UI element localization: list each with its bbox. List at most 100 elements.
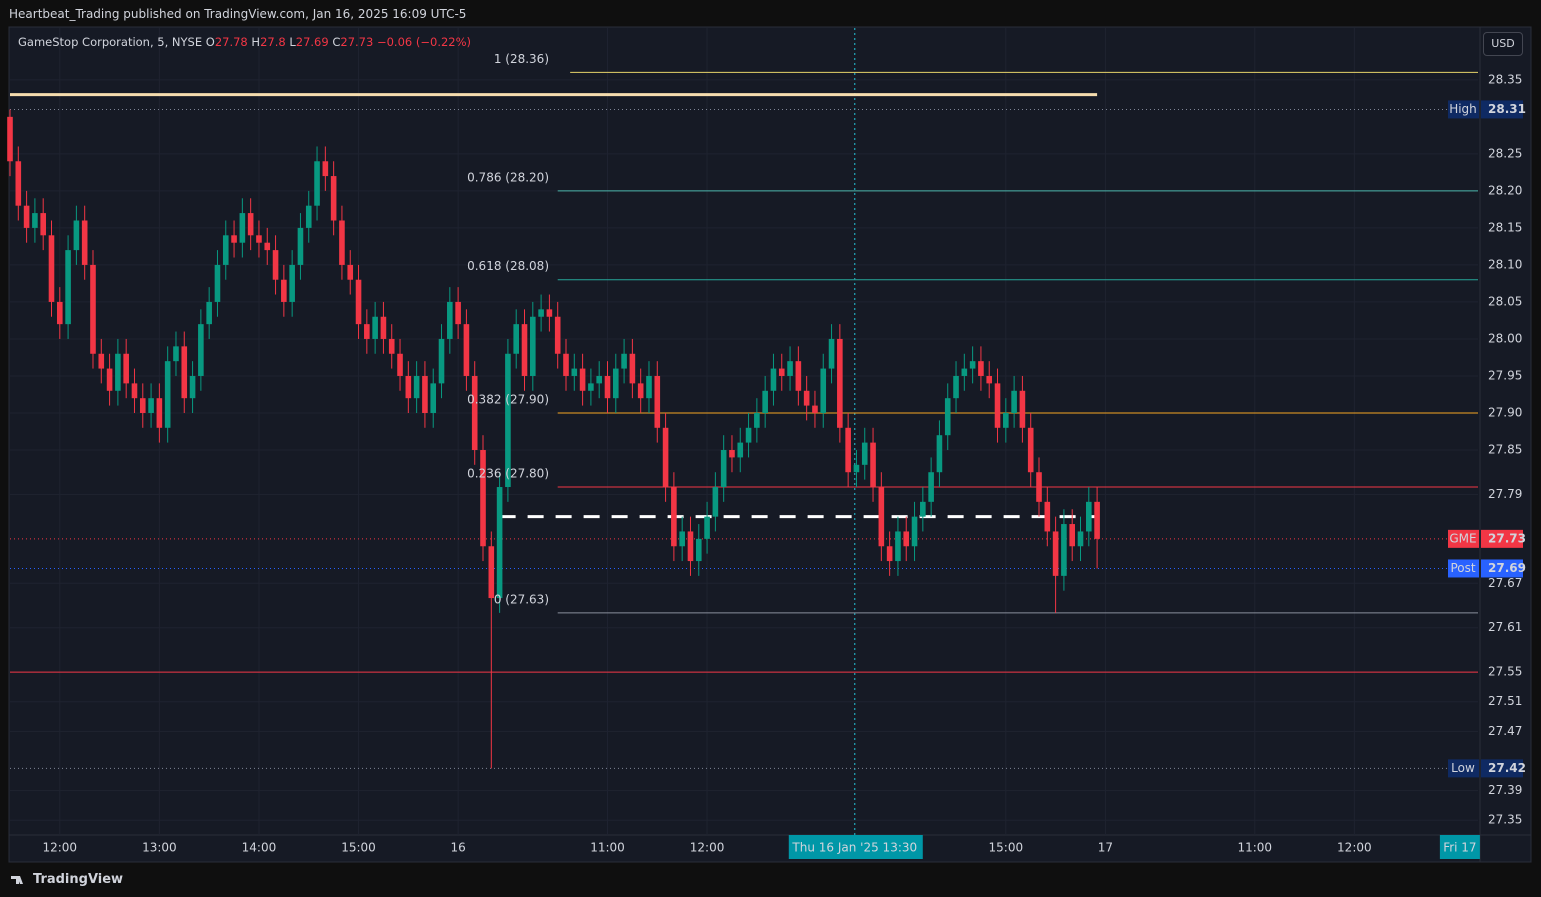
price-marker-tag-label: Post	[1450, 561, 1475, 575]
candle-body	[463, 324, 470, 376]
candle-body	[762, 390, 768, 413]
candle-body	[139, 398, 146, 413]
ohlc-letter: O	[205, 35, 215, 49]
candle-body	[895, 531, 901, 562]
candle-body	[563, 353, 569, 376]
price-marker-tag-label: High	[1449, 102, 1477, 116]
candle-body	[612, 368, 619, 399]
candle-body	[928, 472, 934, 502]
y-tick-label: 28.15	[1488, 220, 1522, 234]
candle-body	[953, 375, 959, 399]
candle-body	[397, 353, 403, 376]
y-tick-label: 28.25	[1488, 146, 1522, 160]
candle-body	[123, 353, 129, 384]
currency-button[interactable]: USD	[1483, 32, 1523, 56]
candle-body	[355, 279, 362, 325]
candle-body	[438, 338, 445, 384]
y-tick-label: 28.20	[1488, 183, 1522, 197]
x-tick-label: 14:00	[242, 841, 277, 855]
candle-body	[1011, 390, 1017, 413]
legend: GameStop Corporation, 5, NYSE O27.78 H27…	[18, 35, 471, 49]
crosshair-badge	[788, 835, 923, 859]
candle-body	[1019, 390, 1026, 428]
price-marker-tag-label: GME	[1449, 531, 1476, 545]
price-marker-tag-label: Low	[1451, 761, 1475, 775]
price-marker-value: 27.69	[1488, 561, 1526, 575]
candle-body	[173, 346, 179, 362]
candle-body	[886, 546, 893, 562]
candle-body	[695, 538, 702, 562]
brand-name: TradingView	[33, 872, 124, 887]
candle-body	[447, 301, 453, 339]
candle-body	[579, 368, 586, 391]
candle-body	[546, 309, 553, 317]
x-tick-label: 17	[1098, 841, 1113, 855]
y-tick-label: 28.05	[1488, 294, 1522, 308]
fib-label: 0.786 (28.20)	[467, 170, 549, 184]
candle-body	[314, 161, 320, 206]
candle-body	[737, 442, 744, 458]
candle-body	[164, 361, 171, 428]
price-marker-tag	[1448, 529, 1479, 548]
candle-body	[944, 398, 951, 436]
candle-body	[1036, 472, 1042, 502]
candle-body	[214, 264, 221, 302]
candle-body	[654, 375, 661, 428]
candle-body	[364, 324, 370, 339]
candle-body	[15, 161, 22, 206]
candle-body	[646, 375, 652, 399]
candle-body	[272, 250, 279, 280]
candle-body	[388, 338, 395, 354]
candle-body	[812, 405, 818, 413]
candle-body	[48, 235, 55, 302]
candle-body	[106, 368, 113, 391]
candle-body	[65, 250, 71, 325]
y-tick-label: 27.35	[1488, 813, 1522, 827]
candle-body	[131, 383, 138, 399]
candle-body	[554, 316, 561, 354]
ohlc-letter: L	[289, 35, 296, 49]
price-marker-badge	[1481, 529, 1523, 548]
symbol-title: GameStop Corporation, 5, NYSE	[18, 35, 203, 49]
candle-body	[1027, 427, 1034, 473]
candle-body	[787, 361, 793, 376]
x-tick-label: 11:00	[590, 841, 625, 855]
y-tick-label: 27.79	[1488, 487, 1522, 501]
change: −0.06 (−0.22%)	[376, 35, 472, 49]
crosshair-label: Thu 16 Jan '25 13:30	[791, 841, 917, 855]
candle-body	[903, 531, 910, 547]
candle-body	[629, 353, 636, 384]
candle-body	[330, 176, 337, 221]
y-tick-label: 27.90	[1488, 405, 1522, 419]
ohlc-value: 27.78	[214, 35, 248, 49]
candle-body	[853, 464, 860, 473]
candle-body	[770, 368, 777, 391]
price-marker-badge	[1481, 759, 1523, 778]
candle-body	[969, 361, 976, 369]
candle-body	[571, 368, 578, 376]
candle-body	[870, 442, 876, 488]
y-tick-label: 27.67	[1488, 576, 1522, 590]
candle-body	[422, 375, 428, 413]
candle-body	[1069, 524, 1076, 547]
ohlc-value: 27.69	[295, 35, 329, 49]
candle-body	[795, 361, 802, 391]
fib-label: 1 (28.36)	[494, 52, 549, 66]
candle-body	[978, 361, 984, 376]
y-tick-label: 28.10	[1488, 257, 1522, 271]
candle-body	[1003, 412, 1009, 428]
x-tick-label: 11:00	[1237, 841, 1272, 855]
candle-body	[986, 375, 993, 384]
fib-label: 0.618 (28.08)	[467, 259, 549, 273]
fib-label: 0.236 (27.80)	[467, 467, 549, 481]
candle-body	[247, 213, 254, 236]
candle-body	[1077, 531, 1084, 547]
candle-body	[687, 531, 694, 562]
candle-body	[704, 516, 710, 539]
candle-body	[861, 442, 868, 465]
candle-body	[530, 316, 536, 376]
candle-body	[712, 487, 719, 517]
price-marker-tag	[1448, 100, 1479, 119]
candle-body	[471, 375, 478, 451]
candle-body	[73, 220, 80, 251]
